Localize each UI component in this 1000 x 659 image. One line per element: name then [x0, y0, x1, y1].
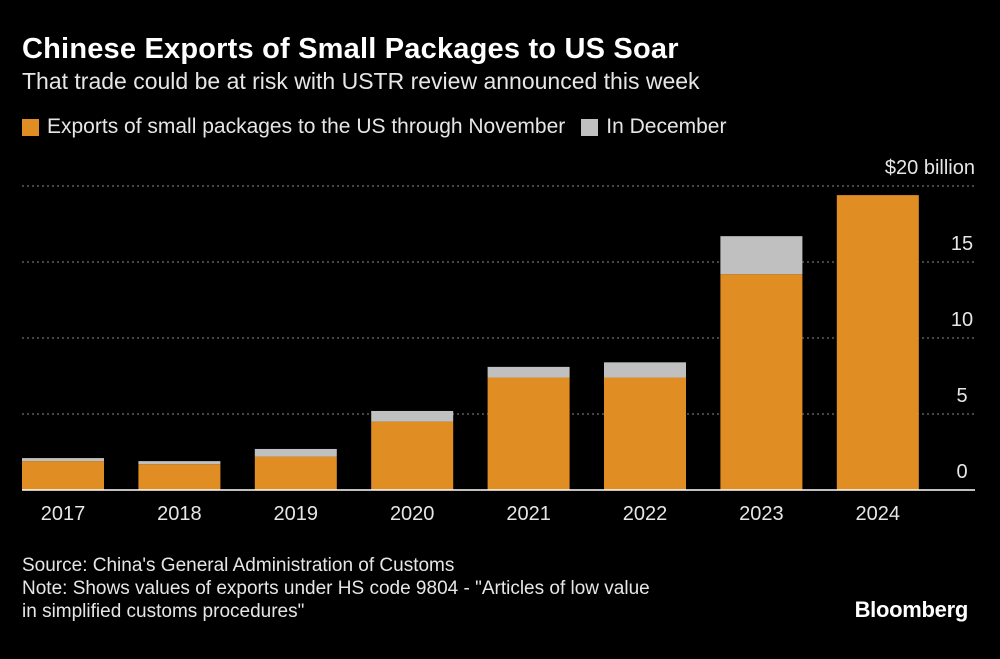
bar-november-2020	[371, 421, 454, 490]
bar-november-2018	[138, 464, 221, 490]
bar-november-2024	[836, 195, 919, 490]
bar-december-2017	[22, 458, 104, 462]
bar-december-2021	[487, 366, 570, 378]
legend-item-november: Exports of small packages to the US thro…	[22, 115, 565, 139]
bar-december-2018	[138, 461, 221, 465]
y-tick-label-5: 5	[956, 385, 967, 407]
bar-november-2021	[487, 377, 570, 490]
y-tick-label-15: 15	[951, 233, 973, 255]
x-tick-label-2022: 2022	[623, 503, 668, 525]
chart-title: Chinese Exports of Small Packages to US …	[22, 33, 679, 65]
x-tick-label-2020: 2020	[390, 503, 435, 525]
legend-item-december: In December	[581, 115, 726, 139]
bar-november-2017	[22, 461, 104, 490]
legend-swatch-december	[581, 118, 599, 136]
legend-swatch-november	[22, 118, 39, 136]
bar-december-2022	[604, 362, 686, 378]
legend-label-december: In December	[606, 115, 727, 138]
note-line-2: in simplified customs procedures"	[22, 601, 305, 622]
y-tick-label-0: 0	[956, 461, 967, 483]
x-tick-label-2023: 2023	[739, 503, 784, 525]
x-tick-label-2024: 2024	[856, 503, 901, 525]
bar-december-2020	[371, 410, 454, 422]
legend-label-november: Exports of small packages to the US thro…	[47, 115, 566, 138]
source-note: Source: China's General Administration o…	[22, 555, 455, 576]
x-tick-label-2021: 2021	[506, 503, 551, 525]
bar-november-2023	[720, 274, 803, 490]
y-tick-label-20: $20 billion	[885, 157, 975, 179]
bar-december-2019	[254, 448, 337, 457]
note-line-1: Note: Shows values of exports under HS c…	[22, 578, 650, 599]
bar-december-2023	[720, 236, 803, 275]
bar-chart: 0 5 10 15 $20 billion 2017 2018 2019 2020 2021 202…	[22, 157, 975, 525]
bar-november-2019	[254, 456, 337, 490]
x-tick-label-2017: 2017	[41, 503, 86, 525]
x-tick-label-2018: 2018	[157, 503, 202, 525]
x-tick-label-2019: 2019	[274, 503, 319, 525]
y-tick-label-10: 10	[951, 309, 973, 331]
bar-november-2022	[604, 377, 686, 490]
footer: Source: China's General Administration o…	[22, 554, 650, 623]
legend: Exports of small packages to the US thro…	[22, 115, 742, 139]
chart-subtitle: That trade could be at risk with USTR re…	[22, 68, 700, 94]
brand-logo: Bloomberg	[854, 597, 969, 622]
